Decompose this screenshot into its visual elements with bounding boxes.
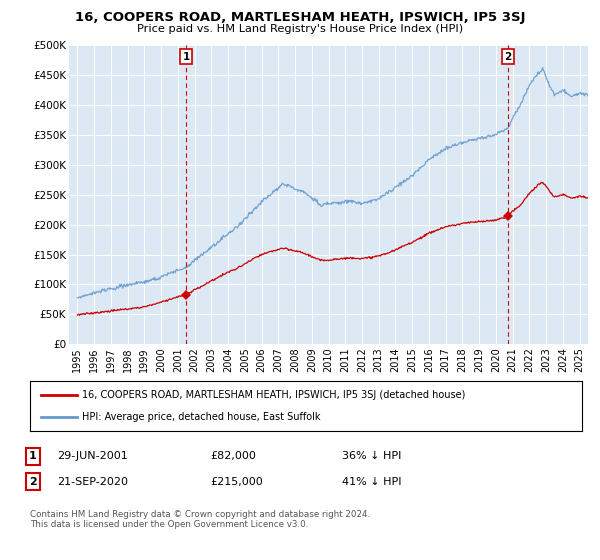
Text: 41% ↓ HPI: 41% ↓ HPI bbox=[342, 477, 401, 487]
Text: £82,000: £82,000 bbox=[210, 451, 256, 461]
Text: 21-SEP-2020: 21-SEP-2020 bbox=[57, 477, 128, 487]
Text: 29-JUN-2001: 29-JUN-2001 bbox=[57, 451, 128, 461]
Text: Contains HM Land Registry data © Crown copyright and database right 2024.
This d: Contains HM Land Registry data © Crown c… bbox=[30, 510, 370, 529]
Text: Price paid vs. HM Land Registry's House Price Index (HPI): Price paid vs. HM Land Registry's House … bbox=[137, 24, 463, 34]
Text: £215,000: £215,000 bbox=[210, 477, 263, 487]
Text: HPI: Average price, detached house, East Suffolk: HPI: Average price, detached house, East… bbox=[82, 412, 321, 422]
Text: 1: 1 bbox=[182, 52, 190, 62]
Text: 16, COOPERS ROAD, MARTLESHAM HEATH, IPSWICH, IP5 3SJ: 16, COOPERS ROAD, MARTLESHAM HEATH, IPSW… bbox=[75, 11, 525, 24]
Text: 16, COOPERS ROAD, MARTLESHAM HEATH, IPSWICH, IP5 3SJ (detached house): 16, COOPERS ROAD, MARTLESHAM HEATH, IPSW… bbox=[82, 390, 466, 400]
Text: 36% ↓ HPI: 36% ↓ HPI bbox=[342, 451, 401, 461]
Text: 2: 2 bbox=[29, 477, 37, 487]
Text: 2: 2 bbox=[505, 52, 512, 62]
Text: 1: 1 bbox=[29, 451, 37, 461]
